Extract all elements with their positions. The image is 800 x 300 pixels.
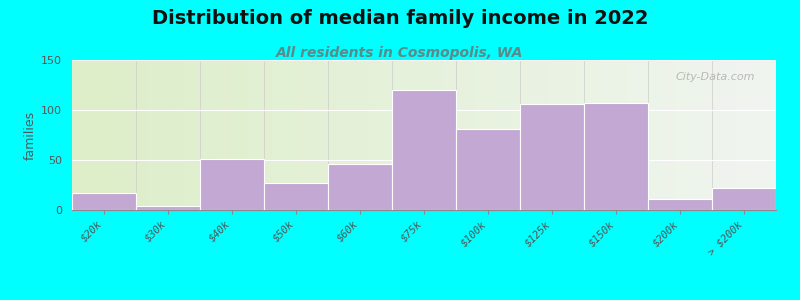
Text: City-Data.com: City-Data.com [675,72,755,82]
Bar [520,104,584,210]
Bar [136,206,200,210]
Bar [584,103,648,210]
Bar [72,193,136,210]
Bar [712,188,776,210]
Y-axis label: families: families [24,110,37,160]
Bar [264,183,328,210]
Bar [456,129,520,210]
Text: Distribution of median family income in 2022: Distribution of median family income in … [152,9,648,28]
Bar [200,159,264,210]
Text: All residents in Cosmopolis, WA: All residents in Cosmopolis, WA [276,46,524,61]
Bar [392,90,456,210]
Bar [648,199,712,210]
Bar [328,164,392,210]
